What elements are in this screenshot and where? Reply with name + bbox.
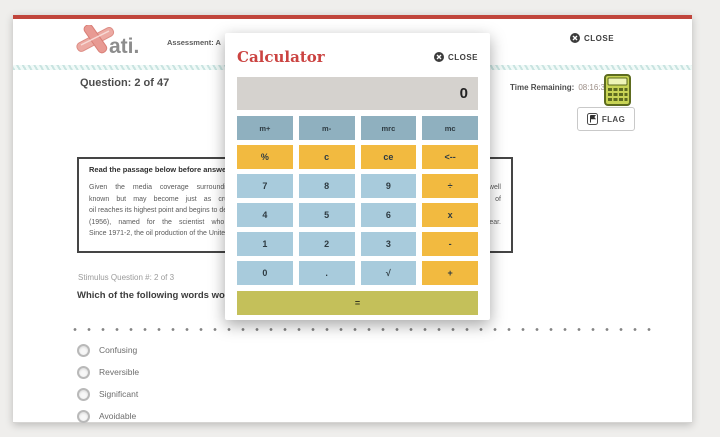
close-icon: [433, 52, 444, 62]
passage-line: Since 1971-2, the oil production of the …: [89, 230, 316, 237]
time-remaining: Time Remaining: 08:16:36: [510, 83, 609, 92]
key-memory-plus[interactable]: m+: [237, 116, 293, 140]
key-5[interactable]: 5: [298, 203, 355, 227]
time-remaining-value: 08:16:36: [578, 83, 610, 92]
key-8[interactable]: 8: [298, 174, 355, 198]
key-9[interactable]: 9: [360, 174, 417, 198]
key-clear-entry[interactable]: ce: [360, 145, 417, 169]
assessment-breadcrumb: Assessment: A: [167, 38, 221, 47]
key-subtract[interactable]: -: [422, 232, 478, 256]
key-1[interactable]: 1: [237, 232, 293, 256]
passage-line: oil reaches its highest point and begins…: [89, 207, 353, 214]
key-memory-clear[interactable]: mc: [422, 116, 478, 140]
key-3[interactable]: 3: [360, 232, 417, 256]
radio-button: [77, 343, 90, 357]
radio-button: [77, 409, 90, 423]
answer-options: Confusing Reversible Significant Avoidab…: [77, 343, 139, 423]
dotted-separator: [68, 327, 660, 332]
stimulus-question-counter: Stimulus Question #: 2 of 3: [78, 273, 175, 282]
calculator-title: Calculator: [237, 48, 325, 66]
calculator-close-label: CLOSE: [447, 52, 478, 62]
key-clear[interactable]: c: [298, 145, 355, 169]
answer-option-reversible[interactable]: Reversible: [77, 365, 139, 379]
key-6[interactable]: 6: [360, 203, 417, 227]
answer-option-significant[interactable]: Significant: [77, 387, 139, 401]
radio-button: [77, 365, 90, 379]
option-label: Reversible: [99, 367, 140, 377]
radio-button: [77, 387, 90, 401]
key-backspace[interactable]: <--: [422, 145, 478, 169]
calculator-modal: Calculator CLOSE 0 m+ m- mrc mc % c ce <…: [225, 33, 490, 320]
key-add[interactable]: +: [422, 261, 478, 285]
calculator-display: 0: [237, 77, 478, 110]
question-progress: Question: 2 of 47: [80, 77, 170, 89]
answer-option-avoidable[interactable]: Avoidable: [77, 409, 139, 423]
time-remaining-label: Time Remaining:: [510, 83, 575, 92]
key-0[interactable]: 0: [237, 261, 293, 285]
key-percent[interactable]: %: [237, 145, 293, 169]
key-divide[interactable]: ÷: [422, 174, 478, 198]
page-close-button[interactable]: CLOSE: [570, 33, 614, 43]
ati-logo-cross-icon: [76, 25, 115, 54]
option-label: Significant: [99, 389, 139, 399]
key-4[interactable]: 4: [237, 203, 293, 227]
key-multiply[interactable]: x: [422, 203, 478, 227]
ati-logo: ati.: [73, 25, 153, 63]
calculator-keypad: m+ m- mrc mc % c ce <-- 7 8 9 ÷ 4 5 6 x …: [237, 116, 478, 285]
key-memory-minus[interactable]: m-: [298, 116, 355, 140]
key-memory-recall[interactable]: mrc: [360, 116, 417, 140]
key-sqrt[interactable]: √: [360, 261, 417, 285]
option-label: Confusing: [99, 345, 138, 355]
question-text: Which of the following words would t: [77, 290, 245, 301]
key-7[interactable]: 7: [237, 174, 293, 198]
flag-button-label: FLAG: [601, 114, 626, 124]
page-close-label: CLOSE: [584, 33, 615, 43]
calculator-close-button[interactable]: CLOSE: [433, 52, 478, 62]
flag-icon: [586, 113, 598, 125]
flag-button[interactable]: FLAG: [577, 107, 635, 131]
option-label: Avoidable: [99, 411, 137, 421]
answer-option-confusing[interactable]: Confusing: [77, 343, 139, 357]
key-decimal[interactable]: .: [298, 261, 355, 285]
key-2[interactable]: 2: [298, 232, 355, 256]
key-equals[interactable]: =: [237, 291, 478, 315]
calculator-header: Calculator CLOSE: [237, 45, 478, 69]
close-icon: [570, 33, 580, 43]
calculator-icon[interactable]: [604, 74, 631, 106]
ati-logo-text: ati.: [109, 35, 140, 58]
passage-instruction: Read the passage below before answering …: [89, 165, 290, 174]
